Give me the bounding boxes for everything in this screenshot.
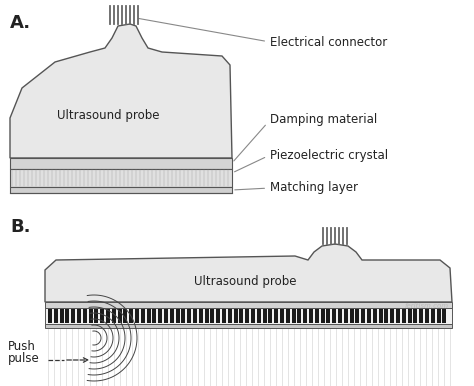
Bar bbox=[315, 309, 319, 323]
Bar bbox=[94, 309, 99, 323]
Text: Damping material: Damping material bbox=[234, 113, 377, 161]
Bar bbox=[327, 309, 330, 323]
Bar bbox=[164, 309, 168, 323]
Bar bbox=[141, 309, 145, 323]
Bar bbox=[129, 309, 133, 323]
Bar bbox=[45, 302, 452, 308]
Bar bbox=[425, 309, 429, 323]
Bar bbox=[60, 309, 64, 323]
Bar bbox=[408, 309, 411, 323]
Bar bbox=[83, 309, 87, 323]
Bar bbox=[338, 309, 342, 323]
Bar bbox=[320, 309, 325, 323]
Bar bbox=[350, 309, 354, 323]
Bar bbox=[402, 309, 406, 323]
Bar bbox=[222, 309, 226, 323]
Bar bbox=[303, 309, 307, 323]
Bar bbox=[123, 309, 128, 323]
Text: A.: A. bbox=[10, 14, 31, 32]
Text: pulse: pulse bbox=[8, 352, 40, 365]
Bar bbox=[153, 309, 156, 323]
Text: feritism.com: feritism.com bbox=[405, 303, 449, 309]
Bar bbox=[396, 309, 400, 323]
Text: Electrical connector: Electrical connector bbox=[139, 19, 387, 49]
Bar bbox=[442, 309, 447, 323]
Bar bbox=[48, 309, 52, 323]
Bar bbox=[216, 309, 220, 323]
Bar bbox=[10, 158, 232, 169]
Bar bbox=[257, 309, 261, 323]
Bar bbox=[199, 309, 203, 323]
Bar bbox=[292, 309, 296, 323]
Bar bbox=[135, 309, 139, 323]
Polygon shape bbox=[10, 24, 232, 158]
Bar bbox=[437, 309, 441, 323]
Bar bbox=[112, 309, 116, 323]
Text: Ultrasound probe: Ultrasound probe bbox=[57, 108, 159, 122]
Bar bbox=[367, 309, 371, 323]
Bar bbox=[71, 309, 75, 323]
Polygon shape bbox=[45, 244, 452, 302]
Bar bbox=[193, 309, 197, 323]
Bar bbox=[182, 309, 185, 323]
Bar bbox=[118, 309, 122, 323]
Bar bbox=[361, 309, 365, 323]
Bar bbox=[175, 309, 180, 323]
Bar bbox=[245, 309, 249, 323]
Bar bbox=[379, 309, 383, 323]
Bar bbox=[413, 309, 418, 323]
Bar bbox=[65, 309, 69, 323]
Bar bbox=[297, 309, 301, 323]
Bar bbox=[106, 309, 110, 323]
Bar bbox=[146, 309, 151, 323]
Text: Piezoelectric crystal: Piezoelectric crystal bbox=[235, 149, 388, 172]
Bar bbox=[280, 309, 284, 323]
Bar bbox=[239, 309, 244, 323]
Bar bbox=[251, 309, 255, 323]
Bar bbox=[205, 309, 209, 323]
Bar bbox=[10, 169, 232, 187]
Bar bbox=[187, 309, 191, 323]
Bar bbox=[344, 309, 348, 323]
Bar bbox=[10, 187, 232, 193]
Bar bbox=[356, 309, 359, 323]
Text: Matching layer: Matching layer bbox=[235, 181, 358, 195]
Bar bbox=[263, 309, 266, 323]
Bar bbox=[77, 309, 81, 323]
Bar bbox=[274, 309, 278, 323]
Bar bbox=[45, 308, 452, 324]
Text: Push: Push bbox=[8, 340, 36, 353]
Bar bbox=[170, 309, 174, 323]
Bar bbox=[373, 309, 377, 323]
Bar bbox=[54, 309, 58, 323]
Bar bbox=[45, 324, 452, 328]
Bar bbox=[234, 309, 237, 323]
Bar bbox=[158, 309, 162, 323]
Bar bbox=[309, 309, 313, 323]
Bar bbox=[286, 309, 290, 323]
Bar bbox=[89, 309, 92, 323]
Bar bbox=[390, 309, 394, 323]
Bar bbox=[332, 309, 336, 323]
Bar bbox=[268, 309, 273, 323]
Bar bbox=[228, 309, 232, 323]
Text: Ultrasound probe: Ultrasound probe bbox=[194, 276, 296, 288]
Bar bbox=[100, 309, 104, 323]
Bar bbox=[210, 309, 214, 323]
Bar bbox=[384, 309, 388, 323]
Bar bbox=[431, 309, 435, 323]
Bar bbox=[419, 309, 423, 323]
Text: B.: B. bbox=[10, 218, 30, 236]
